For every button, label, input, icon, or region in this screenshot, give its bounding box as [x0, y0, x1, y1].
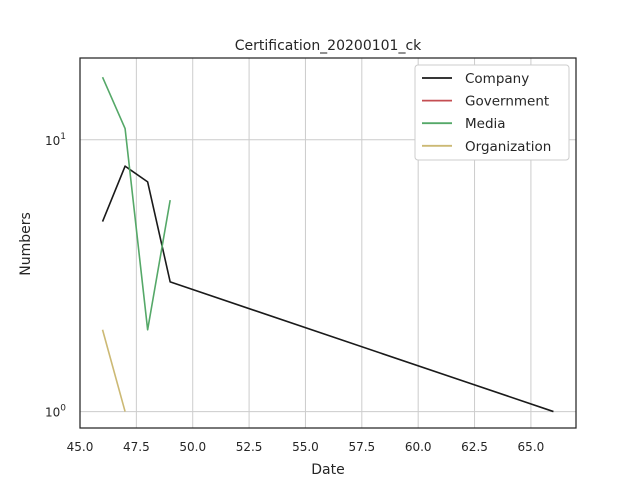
series-line-media [101, 76, 171, 331]
legend-label: Company [465, 71, 529, 87]
y-tick-label: 100 [45, 404, 66, 420]
legend-label: Government [465, 94, 549, 110]
x-tick-label: 62.5 [461, 440, 488, 454]
y-tick-label: 101 [45, 132, 66, 148]
x-tick-label: 55.0 [292, 440, 319, 454]
y-tick-base: 10 [45, 406, 60, 420]
legend-label: Organization [465, 139, 551, 155]
y-tick-base: 10 [45, 134, 60, 148]
legend: Company Government Media Organization [414, 64, 570, 161]
series-line-company [101, 165, 554, 413]
x-axis-ticks: 45.0 47.5 50.0 52.5 55.0 57.5 60.0 62.5 65.0 [67, 440, 545, 454]
x-tick-label: 57.5 [348, 440, 375, 454]
x-tick-label: 47.5 [123, 440, 150, 454]
y-axis-label: Numbers [18, 212, 34, 276]
x-tick-label: 52.5 [236, 440, 263, 454]
x-tick-label: 65.0 [518, 440, 545, 454]
y-tick-exponent: 1 [60, 132, 66, 142]
series-lines [101, 76, 554, 413]
y-tick-exponent: 0 [60, 404, 66, 414]
legend-label: Media [465, 116, 506, 132]
series-line-organization [101, 329, 126, 412]
x-axis-label: Date [311, 462, 344, 478]
x-tick-label: 50.0 [179, 440, 206, 454]
chart-title: Certification_20200101_ck [235, 38, 422, 54]
x-tick-label: 45.0 [67, 440, 94, 454]
legend-box [414, 64, 570, 161]
plot-frame [79, 57, 577, 429]
x-tick-label: 60.0 [405, 440, 432, 454]
